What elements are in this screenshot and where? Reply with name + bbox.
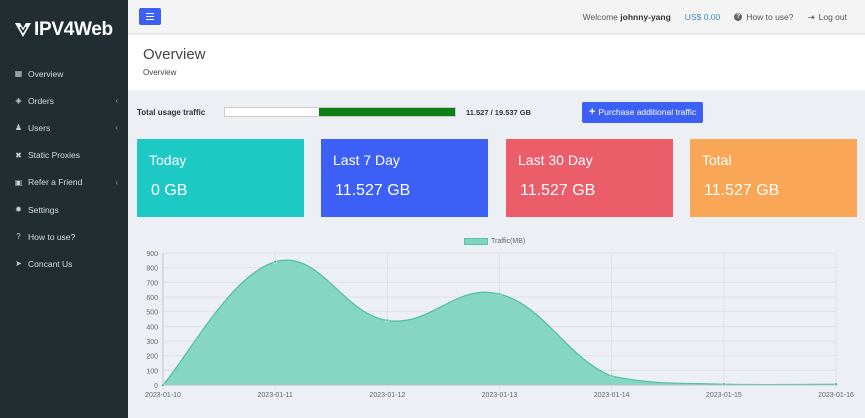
stat-card-value: 11.527 GB	[704, 182, 780, 199]
sidebar-item-label: Orders	[28, 95, 54, 106]
users-icon: ♟	[14, 123, 23, 133]
diamond-icon: ◈	[15, 96, 22, 106]
logout-label: Log out	[818, 12, 847, 22]
topbar: Welcome johnny-yang US$ 0.00 ? How to us…	[128, 0, 865, 34]
plus-icon: +	[589, 105, 596, 118]
sidebar-item-label: Concant Us	[28, 258, 73, 269]
gear-icon: ✹	[15, 205, 22, 215]
chart-legend[interactable]: Traffic(MB)	[464, 238, 525, 245]
traffic-chart: Traffic(MB) 0 100 200 300 400 500 600 700 800 900…	[137, 234, 865, 418]
usage-row: Total usage traffic 11.527 / 19.537 GB +…	[137, 100, 865, 124]
x-tick-label: 2023-01-16	[818, 392, 854, 399]
traffic-line	[162, 259, 837, 386]
paper-plane-icon: ➤	[15, 259, 22, 269]
sidebar-item-label: Overview	[28, 68, 64, 79]
hamburger-line	[146, 18, 154, 21]
sidebar-item-concant-us[interactable]: ➤ Concant Us	[0, 250, 128, 277]
stat-card-last-7-day: Last 7 Day 11.527 GB	[321, 139, 488, 217]
sidebar-item-orders[interactable]: ◈ Orders ‹	[0, 87, 128, 114]
stat-card-last-30-day: Last 30 Day 11.527 GB	[506, 139, 673, 217]
stat-card-title: Last 30 Day	[518, 152, 593, 168]
sidebar-item-label: How to use?	[28, 231, 76, 242]
chevron-left-icon: ‹	[115, 177, 118, 187]
x-tick-label: 2023-01-14	[594, 392, 630, 399]
page-title: Overview	[143, 46, 206, 63]
stat-card-title: Today	[149, 152, 187, 168]
purchase-label: Purchase additional traffic	[598, 107, 697, 117]
traffic-point	[385, 318, 390, 323]
y-tick-label: 100	[146, 368, 158, 375]
traffic-point	[273, 259, 278, 264]
y-tick-label: 800	[146, 266, 158, 273]
y-tick-label: 900	[146, 251, 158, 258]
y-tick-label: 600	[146, 295, 158, 302]
sidebar-item-how-to-use[interactable]: ? How to use?	[0, 223, 128, 250]
y-tick-label: 300	[146, 339, 158, 346]
welcome-label: Welcome	[582, 12, 618, 22]
how-to-use-label: How to use?	[746, 12, 794, 22]
logo-icon	[15, 23, 31, 37]
brand-name: IPV4Web	[34, 19, 113, 40]
y-tick-label: 200	[146, 354, 158, 361]
chart-svg: 0 100 200 300 400 500 600 700 800 900 2023-01-10 20…	[145, 251, 854, 399]
welcome-text: Welcome johnny-yang	[583, 12, 671, 22]
traffic-point	[609, 374, 614, 379]
stat-card-title: Total	[702, 152, 732, 168]
y-tick-label: 500	[146, 310, 158, 317]
sidebar-item-overview[interactable]: ▦ Overview	[0, 60, 128, 87]
stat-card-value: 11.527 GB	[520, 182, 596, 199]
sidebar: IPV4Web ▦ Overview ◈ Orders ‹ ♟ Users ‹ ✖ Static …	[0, 0, 128, 418]
sidebar-item-refer-a-friend[interactable]: ▣ Refer a Friend ‹	[0, 169, 128, 196]
page-header: Overview Overview	[128, 35, 865, 90]
traffic-area	[163, 260, 836, 385]
brand-logo[interactable]: IPV4Web	[0, 0, 128, 60]
gift-icon: ▣	[14, 177, 23, 187]
chevron-left-icon: ‹	[115, 96, 118, 106]
question-circle-icon: ?	[734, 13, 743, 21]
usage-progress-fill	[319, 108, 455, 116]
legend-swatch	[464, 238, 488, 245]
hamburger-line	[146, 12, 154, 15]
stat-card-value: 11.527 GB	[335, 182, 411, 199]
sidebar-item-label: Static Proxies	[28, 150, 80, 161]
x-tick-label: 2023-01-13	[482, 392, 518, 399]
usage-label: Total usage traffic	[137, 107, 206, 117]
balance[interactable]: US$ 0.00	[684, 12, 721, 22]
sidebar-item-static-proxies[interactable]: ✖ Static Proxies	[0, 142, 128, 169]
sidebar-toggle-button[interactable]	[139, 8, 161, 25]
x-tick-label: 2023-01-11	[258, 392, 293, 399]
x-tick-label: 2023-01-15	[706, 392, 742, 399]
purchase-traffic-button[interactable]: + Purchase additional traffic	[582, 101, 704, 123]
legend-label: Traffic(MB)	[491, 238, 526, 245]
y-tick-label: 700	[146, 280, 158, 287]
question-icon: ?	[16, 232, 21, 242]
stat-card-title: Last 7 Day	[333, 152, 400, 168]
sidebar-item-label: Settings	[28, 204, 59, 215]
logout-icon: ⇥	[807, 11, 815, 22]
stat-card-today: Today 0 GB	[137, 139, 304, 217]
traffic-point	[497, 292, 502, 296]
sidebar-item-users[interactable]: ♟ Users ‹	[0, 114, 128, 141]
stat-card-total: Total 11.527 GB	[690, 139, 857, 217]
breadcrumb[interactable]: Overview	[143, 68, 177, 77]
x-tick-label: 2023-01-10	[145, 392, 181, 399]
usage-progress-bar	[224, 107, 456, 117]
logout-link[interactable]: ⇥ Log out	[808, 12, 848, 23]
y-tick-label: 400	[146, 324, 158, 331]
sidebar-item-settings[interactable]: ✹ Settings	[0, 196, 128, 223]
x-tick-label: 2023-01-12	[369, 392, 405, 399]
chevron-left-icon: ‹	[115, 123, 118, 133]
y-tick-label: 0	[154, 383, 158, 390]
how-to-use-link[interactable]: ? How to use?	[734, 12, 794, 22]
topbar-right: Welcome johnny-yang US$ 0.00 ? How to us…	[583, 0, 847, 34]
username: johnny-yang	[620, 12, 671, 22]
hamburger-line	[146, 15, 154, 18]
sidebar-item-label: Refer a Friend	[28, 177, 83, 188]
sidebar-item-label: Users	[28, 122, 51, 133]
dashboard-icon: ▦	[14, 69, 23, 79]
tools-icon: ✖	[15, 150, 22, 160]
stat-card-value: 0 GB	[151, 182, 188, 199]
usage-value: 11.527 / 19.537 GB	[466, 107, 532, 117]
sidebar-nav: ▦ Overview ◈ Orders ‹ ♟ Users ‹ ✖ Static Proxies ▣…	[0, 60, 128, 278]
